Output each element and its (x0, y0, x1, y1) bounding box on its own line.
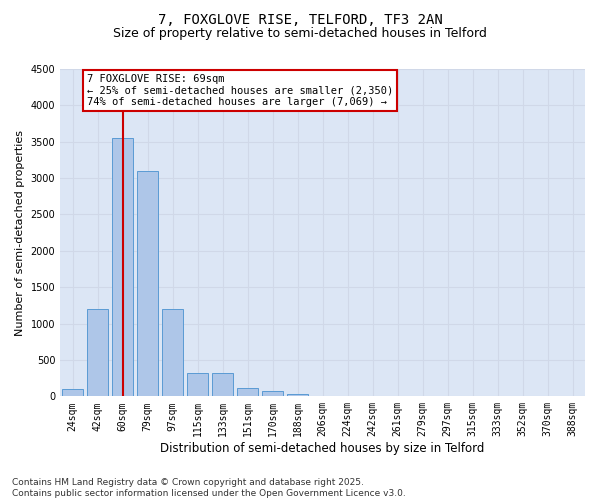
Bar (62, 389, 83, 396)
Bar (262, 391, 283, 396)
Bar (112, 138, 133, 396)
Bar (237, 388, 258, 396)
Bar (162, 309, 183, 396)
Bar (287, 394, 308, 396)
Text: Contains HM Land Registry data © Crown copyright and database right 2025.
Contai: Contains HM Land Registry data © Crown c… (12, 478, 406, 498)
Y-axis label: Number of semi-detached properties: Number of semi-detached properties (15, 130, 25, 336)
Bar (87, 309, 108, 396)
Text: 7 FOXGLOVE RISE: 69sqm
← 25% of semi-detached houses are smaller (2,350)
74% of : 7 FOXGLOVE RISE: 69sqm ← 25% of semi-det… (87, 74, 393, 108)
Text: 7, FOXGLOVE RISE, TELFORD, TF3 2AN: 7, FOXGLOVE RISE, TELFORD, TF3 2AN (158, 12, 442, 26)
Bar (137, 171, 158, 396)
Bar (212, 373, 233, 396)
X-axis label: Distribution of semi-detached houses by size in Telford: Distribution of semi-detached houses by … (160, 442, 485, 455)
Bar (187, 373, 208, 396)
Text: Size of property relative to semi-detached houses in Telford: Size of property relative to semi-detach… (113, 28, 487, 40)
